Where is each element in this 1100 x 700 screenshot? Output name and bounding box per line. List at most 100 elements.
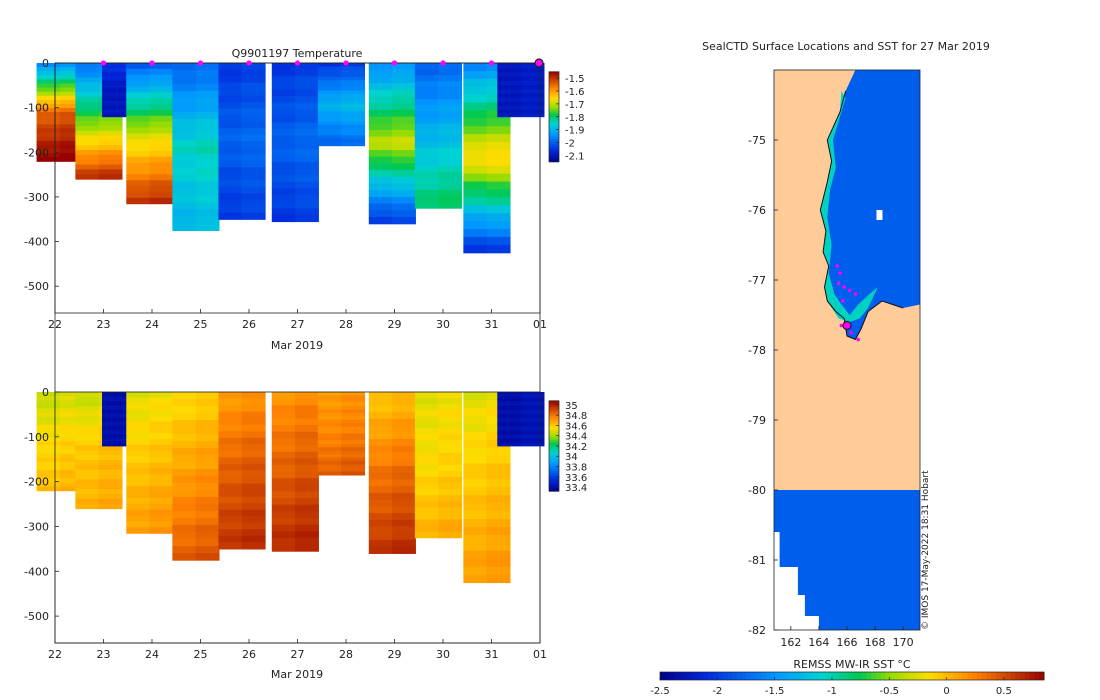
profile-cell-9-9-1 bbox=[438, 446, 463, 454]
profile-cell-3-6-0 bbox=[126, 98, 151, 105]
map-x-tick-label-162: 162 bbox=[780, 636, 801, 649]
sst-colorbar-swatch-77 bbox=[1029, 672, 1035, 680]
profile-cell-4-4-0 bbox=[172, 420, 197, 428]
profile-cell-6-21-0 bbox=[271, 201, 296, 209]
profile-cell-9-8-0 bbox=[414, 440, 439, 448]
profile-cell-3-20-0 bbox=[126, 180, 151, 187]
profile-cell-8-1-0 bbox=[368, 398, 393, 407]
profile-cell-5-19-0 bbox=[218, 186, 243, 194]
profile-cell-3-3-0 bbox=[126, 80, 151, 88]
profile-cell-8-12-1 bbox=[392, 472, 416, 480]
profile-cell-8-20-0 bbox=[368, 196, 393, 205]
profile-cell-1-17-1 bbox=[98, 474, 123, 481]
profile-cell-8-4-1 bbox=[392, 418, 416, 427]
sst-colorbar-tick-label--0.5: -0.5 bbox=[879, 686, 899, 697]
profile-cell-9-20-0 bbox=[414, 183, 439, 191]
colorbar-swatch-16 bbox=[549, 424, 559, 427]
profile-cell-9-10-0 bbox=[414, 452, 439, 460]
colorbar-swatch-52 bbox=[549, 149, 559, 152]
profile-cell-6-11-0 bbox=[271, 464, 296, 473]
sst-colorbar-swatch-47 bbox=[885, 672, 891, 680]
profile-cell-3-20-1 bbox=[149, 180, 174, 187]
profile-cell-6-19-0 bbox=[271, 188, 296, 196]
profile-cell-1-22-1 bbox=[98, 498, 123, 505]
profile-cell-8-6-0 bbox=[368, 432, 393, 440]
profile-cell-5-15-0 bbox=[218, 490, 243, 498]
profile-cell-7-15-0 bbox=[317, 443, 342, 448]
profile-cell-11-12-0 bbox=[497, 418, 522, 422]
profile-cell-11-23-0 bbox=[497, 443, 522, 447]
profile-cell-5-14-1 bbox=[241, 483, 266, 491]
profile-cell-8-19-0 bbox=[368, 190, 393, 198]
profile-cell-8-15-0 bbox=[368, 163, 393, 171]
profile-cell-5-4-1 bbox=[241, 89, 266, 97]
profile-cell-6-17-0 bbox=[271, 175, 296, 183]
profile-cell-5-15-1 bbox=[241, 160, 266, 168]
profile-cell-7-14-0 bbox=[317, 111, 342, 116]
temperature-xlabel: Mar 2019 bbox=[271, 339, 323, 352]
profile-cell-9-5-1 bbox=[438, 93, 463, 100]
map-y-tick-label--76: -76 bbox=[748, 204, 766, 217]
profile-cell-10-22-1 bbox=[486, 566, 511, 576]
colorbar-swatch-11 bbox=[549, 88, 559, 91]
profile-cell-4-13-0 bbox=[172, 153, 197, 162]
colorbar-swatch-24 bbox=[549, 436, 559, 439]
profile-cell-5-20-0 bbox=[218, 522, 243, 530]
profile-cell-3-14-1 bbox=[149, 145, 174, 152]
profile-cell-4-13-1 bbox=[195, 153, 220, 162]
colorbar-swatch-50 bbox=[549, 476, 559, 479]
sst-colorbar-swatch-64 bbox=[967, 672, 973, 680]
profile-cell-10-9-1 bbox=[486, 134, 511, 143]
profile-cell-9-12-0 bbox=[414, 464, 439, 472]
profile-cell-7-12-0 bbox=[317, 104, 342, 109]
profile-cell-7-7-1 bbox=[341, 87, 366, 92]
profile-cell-5-18-0 bbox=[218, 509, 243, 517]
profile-cell-9-11-0 bbox=[414, 458, 439, 466]
profile-cell-6-16-0 bbox=[271, 168, 296, 176]
profile-cell-11-16-0 bbox=[497, 427, 522, 431]
profile-cell-0-16-1 bbox=[59, 128, 84, 134]
profile-cell-10-6-0 bbox=[463, 439, 488, 449]
profile-cell-6-10-1 bbox=[295, 129, 319, 137]
profile-cell-4-5-1 bbox=[195, 427, 220, 435]
profile-cell-10-10-0 bbox=[463, 142, 488, 151]
profile-cell-4-16-1 bbox=[195, 504, 220, 512]
colorbar-swatch-54 bbox=[549, 152, 559, 155]
profile-cell-4-17-1 bbox=[195, 181, 220, 190]
profile-cell-11-19-1 bbox=[520, 105, 545, 109]
sst-colorbar-swatch-49 bbox=[895, 672, 901, 680]
profile-cell-5-13-0 bbox=[218, 476, 243, 485]
profile-cell-0-0-0 bbox=[36, 392, 61, 397]
map-x-tick-label-166: 166 bbox=[837, 636, 858, 649]
profile-cell-9-21-1 bbox=[438, 519, 463, 527]
profile-cell-5-13-1 bbox=[241, 147, 266, 155]
profile-cell-9-13-0 bbox=[414, 141, 439, 149]
profile-cell-3-6-1 bbox=[149, 98, 174, 105]
profile-cell-2-20-0 bbox=[102, 436, 126, 440]
colorbar-swatch-29 bbox=[549, 115, 559, 118]
profile-cell-7-1-1 bbox=[341, 395, 366, 400]
profile-cell-5-4-0 bbox=[218, 89, 243, 97]
profile-cell-9-16-0 bbox=[414, 159, 439, 167]
profile-cell-2-0-0 bbox=[102, 392, 126, 395]
profile-cell-3-7-0 bbox=[126, 104, 151, 111]
profile-cell-0-23-0 bbox=[36, 486, 61, 492]
profile-cell-5-22-0 bbox=[218, 535, 243, 543]
profile-cell-10-19-0 bbox=[463, 542, 488, 552]
profile-cell-5-11-0 bbox=[218, 463, 243, 472]
colorbar-tick-label--1.6: -1.6 bbox=[565, 87, 585, 98]
profile-cell-1-5-0 bbox=[75, 87, 100, 93]
profile-cell-0-12-0 bbox=[36, 112, 61, 117]
profile-cell-0-3-1 bbox=[59, 404, 84, 410]
profile-cell-7-4-0 bbox=[317, 405, 342, 410]
profile-cell-2-15-0 bbox=[102, 425, 126, 429]
day-marker-27 bbox=[294, 60, 301, 66]
profile-cell-2-19-0 bbox=[102, 434, 126, 438]
profile-cell-1-3-0 bbox=[75, 406, 100, 413]
colorbar-swatch-13 bbox=[549, 420, 559, 423]
profile-cell-0-23-1 bbox=[59, 157, 84, 162]
profile-cell-11-20-1 bbox=[520, 107, 545, 111]
profile-cell-11-21-1 bbox=[520, 109, 545, 113]
profile-cell-1-1-0 bbox=[75, 396, 100, 403]
